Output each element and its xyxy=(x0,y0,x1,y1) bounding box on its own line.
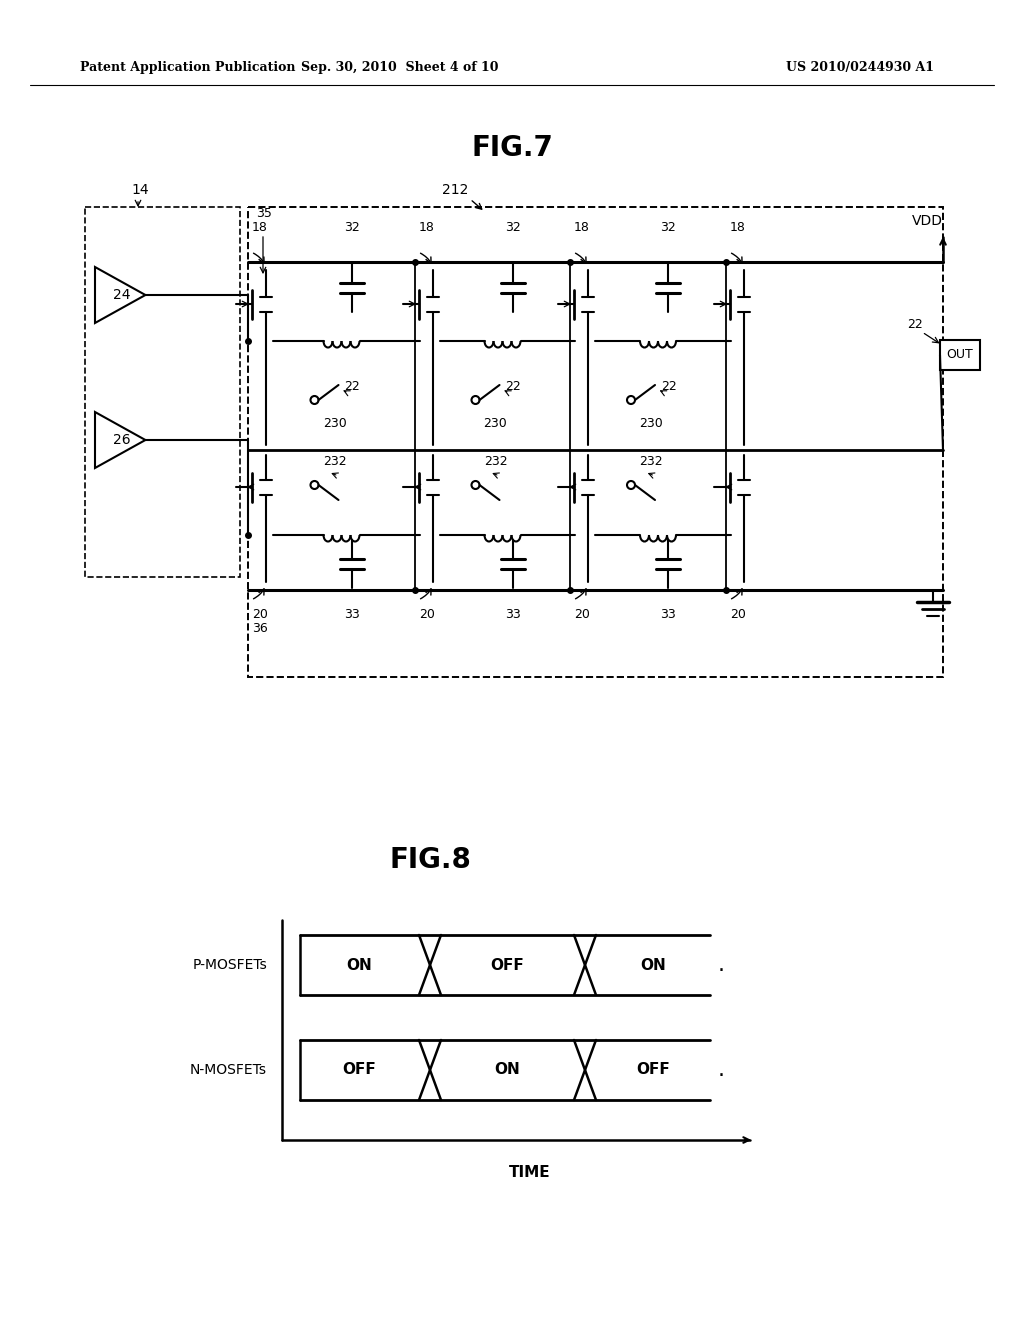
Text: FIG.7: FIG.7 xyxy=(471,135,553,162)
Text: 24: 24 xyxy=(113,288,130,302)
Text: 33: 33 xyxy=(660,609,676,620)
Bar xyxy=(248,207,943,677)
Text: 232: 232 xyxy=(483,455,507,469)
Text: 212: 212 xyxy=(441,183,468,197)
Text: 232: 232 xyxy=(323,455,346,469)
Text: 18: 18 xyxy=(252,220,268,234)
Text: FIG.8: FIG.8 xyxy=(389,846,471,874)
Text: ON: ON xyxy=(640,957,666,973)
Text: 33: 33 xyxy=(505,609,520,620)
Text: 32: 32 xyxy=(505,220,520,234)
Text: 20: 20 xyxy=(252,609,268,620)
Text: OUT: OUT xyxy=(946,348,974,362)
Text: 22: 22 xyxy=(506,380,521,393)
Text: 230: 230 xyxy=(483,417,507,430)
Text: Sep. 30, 2010  Sheet 4 of 10: Sep. 30, 2010 Sheet 4 of 10 xyxy=(301,61,499,74)
Text: US 2010/0244930 A1: US 2010/0244930 A1 xyxy=(786,61,934,74)
Text: 22: 22 xyxy=(662,380,677,393)
Text: TIME: TIME xyxy=(509,1166,551,1180)
Bar xyxy=(85,207,240,577)
Text: ON: ON xyxy=(347,957,373,973)
Text: N-MOSFETs: N-MOSFETs xyxy=(190,1063,267,1077)
Text: 26: 26 xyxy=(113,433,131,447)
Text: OFF: OFF xyxy=(636,1063,670,1077)
Text: 20: 20 xyxy=(574,609,590,620)
Text: 18: 18 xyxy=(419,220,435,234)
Text: 33: 33 xyxy=(344,609,359,620)
Text: 20: 20 xyxy=(419,609,435,620)
Text: 230: 230 xyxy=(639,417,663,430)
Text: 232: 232 xyxy=(639,455,663,469)
Text: 32: 32 xyxy=(660,220,676,234)
Text: 18: 18 xyxy=(574,220,590,234)
Bar xyxy=(940,341,980,370)
Text: 35: 35 xyxy=(256,207,272,220)
Text: VDD: VDD xyxy=(912,214,943,228)
Text: .: . xyxy=(718,954,725,975)
Text: OFF: OFF xyxy=(490,957,524,973)
Text: 36: 36 xyxy=(252,622,268,635)
Text: .: . xyxy=(718,1060,725,1080)
Text: OFF: OFF xyxy=(343,1063,377,1077)
Text: Patent Application Publication: Patent Application Publication xyxy=(80,61,296,74)
Text: 32: 32 xyxy=(344,220,359,234)
Text: 230: 230 xyxy=(323,417,346,430)
Text: 22: 22 xyxy=(344,380,360,393)
Text: P-MOSFETs: P-MOSFETs xyxy=(193,958,267,972)
Text: 18: 18 xyxy=(730,220,745,234)
Text: 14: 14 xyxy=(131,183,148,197)
Text: 22: 22 xyxy=(907,318,923,331)
Text: ON: ON xyxy=(495,1063,520,1077)
Text: 20: 20 xyxy=(730,609,745,620)
